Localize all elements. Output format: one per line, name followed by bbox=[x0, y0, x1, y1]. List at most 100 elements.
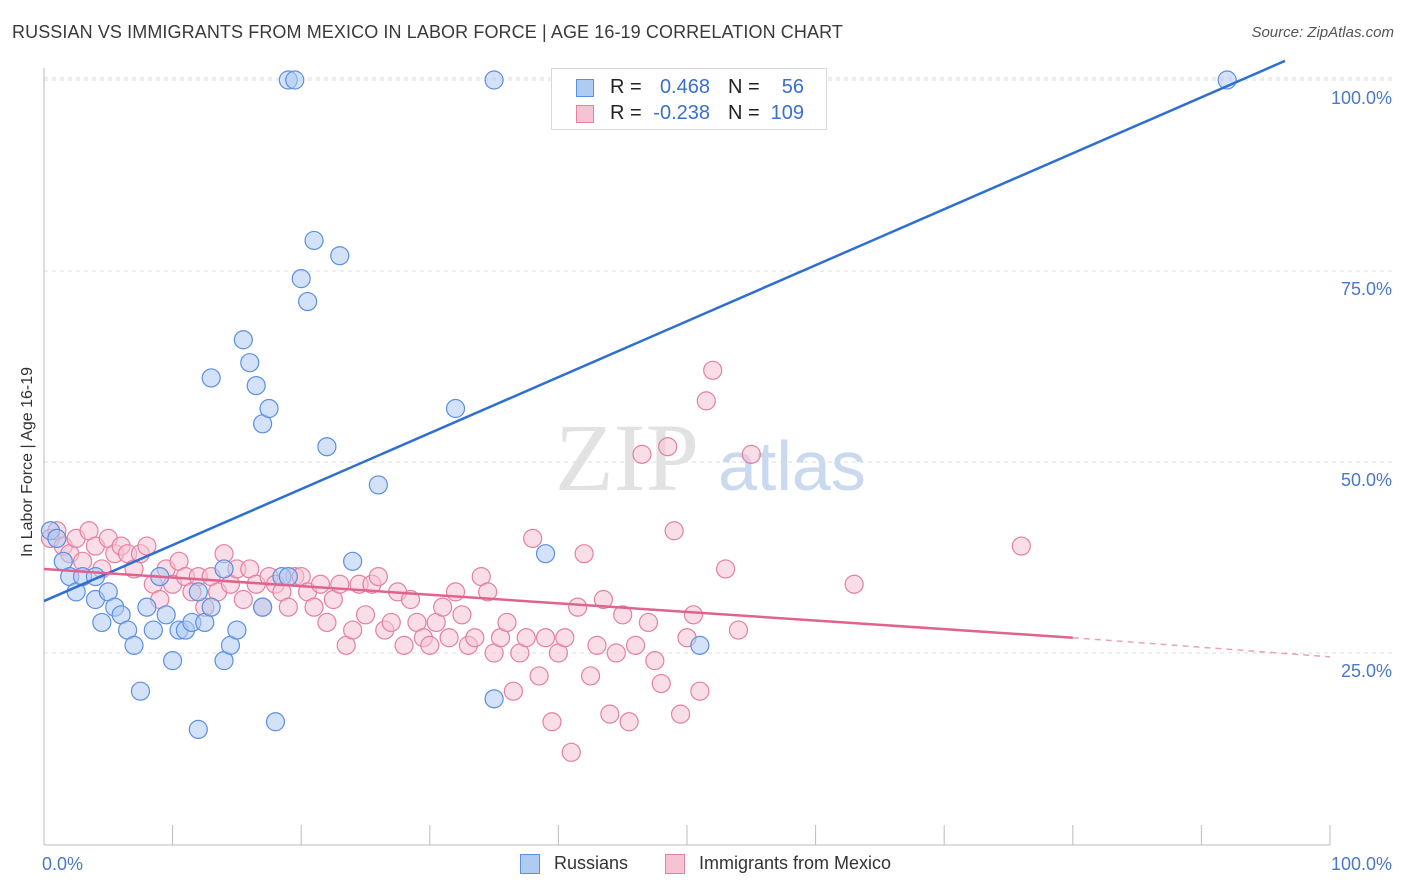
data-point bbox=[484, 689, 504, 709]
data-point bbox=[163, 651, 183, 671]
tick-labels: 25.0% 50.0% 75.0% 100.0% 0.0% 100.0% bbox=[42, 88, 1392, 874]
data-point bbox=[593, 589, 614, 610]
legend-r-value: -0.238 bbox=[653, 102, 710, 124]
correlation-legend: R = 0.468 N = 56 R = -0.238 N = 109 bbox=[551, 68, 827, 130]
data-point bbox=[330, 246, 350, 266]
data-point bbox=[240, 353, 260, 373]
legend-swatch-mexico bbox=[576, 105, 594, 123]
data-point bbox=[343, 620, 363, 640]
data-point bbox=[130, 681, 151, 701]
data-point bbox=[484, 70, 504, 90]
data-point bbox=[253, 597, 273, 617]
legend-n-value: 109 bbox=[770, 102, 804, 124]
trend-line bbox=[43, 59, 1286, 603]
y-tick-label: 25.0% bbox=[1341, 661, 1392, 681]
data-point bbox=[844, 574, 864, 594]
data-point bbox=[580, 666, 601, 686]
data-point bbox=[310, 574, 331, 594]
data-point bbox=[400, 589, 421, 610]
data-point bbox=[632, 444, 652, 464]
data-point bbox=[574, 544, 594, 564]
data-point bbox=[651, 673, 671, 694]
trend-line-extension bbox=[1072, 636, 1331, 658]
data-point bbox=[516, 628, 536, 648]
data-point bbox=[368, 566, 388, 587]
data-point bbox=[1011, 536, 1031, 556]
x-tick-label: 100.0% bbox=[1331, 854, 1392, 874]
series-mexico-points bbox=[40, 360, 1031, 762]
data-point bbox=[278, 566, 298, 587]
data-point bbox=[285, 70, 305, 90]
data-point bbox=[317, 612, 337, 633]
legend-r-value: 0.468 bbox=[659, 76, 710, 98]
data-point bbox=[587, 635, 607, 655]
data-point bbox=[696, 391, 716, 411]
data-point bbox=[645, 651, 665, 671]
legend-row-russians: R = 0.468 N = 56 bbox=[552, 75, 826, 101]
data-point bbox=[214, 559, 234, 579]
axes bbox=[43, 68, 1331, 846]
data-point bbox=[201, 368, 221, 388]
data-point bbox=[728, 620, 749, 640]
data-point bbox=[664, 521, 684, 541]
chart-title: RUSSIAN VS IMMIGRANTS FROM MEXICO IN LAB… bbox=[12, 22, 843, 42]
data-point bbox=[291, 269, 311, 289]
watermark-atlas: atlas bbox=[718, 427, 866, 505]
data-point bbox=[330, 574, 350, 594]
data-point bbox=[619, 712, 639, 732]
data-point bbox=[156, 605, 176, 625]
data-point bbox=[227, 620, 247, 640]
data-point bbox=[259, 398, 279, 419]
legend-r-label: R = bbox=[610, 76, 642, 98]
data-point bbox=[535, 544, 556, 564]
legend-n-value: 56 bbox=[781, 76, 804, 98]
data-point bbox=[355, 605, 376, 625]
data-point bbox=[188, 582, 208, 602]
data-point bbox=[452, 605, 472, 625]
data-point bbox=[278, 597, 298, 617]
data-point bbox=[478, 582, 498, 602]
data-point bbox=[246, 376, 266, 396]
data-point bbox=[233, 589, 253, 610]
legend-swatch-russians bbox=[576, 79, 594, 97]
data-point bbox=[394, 635, 414, 655]
data-point bbox=[703, 360, 723, 380]
x-tick-label: 0.0% bbox=[42, 854, 83, 874]
data-point bbox=[683, 605, 704, 625]
data-point bbox=[465, 628, 485, 648]
bottom-swatch-russians bbox=[520, 854, 540, 874]
data-point bbox=[304, 230, 324, 251]
data-point bbox=[420, 635, 440, 655]
data-point bbox=[658, 437, 678, 457]
legend-n-label: N = bbox=[728, 102, 760, 124]
data-point bbox=[368, 475, 388, 495]
y-tick-label: 50.0% bbox=[1341, 470, 1392, 490]
data-point bbox=[690, 635, 710, 655]
series-russians-points bbox=[40, 70, 1237, 740]
data-point bbox=[625, 635, 646, 655]
data-point bbox=[298, 291, 318, 312]
data-point bbox=[568, 597, 588, 617]
data-point bbox=[381, 612, 401, 633]
data-point bbox=[555, 628, 575, 648]
data-point bbox=[445, 582, 466, 602]
legend-n-label: N = bbox=[728, 76, 760, 98]
data-point bbox=[433, 597, 453, 617]
data-point bbox=[523, 528, 543, 549]
data-point bbox=[143, 620, 163, 640]
bottom-label-russians: Russians bbox=[554, 853, 629, 873]
data-point bbox=[741, 444, 761, 464]
data-point bbox=[201, 597, 221, 617]
watermark-zip: ZIP bbox=[555, 404, 699, 511]
data-point bbox=[542, 712, 562, 732]
data-point bbox=[445, 398, 466, 419]
data-point bbox=[92, 612, 112, 633]
trend-lines bbox=[43, 59, 1331, 658]
data-point bbox=[317, 437, 337, 457]
data-point bbox=[561, 742, 581, 762]
data-point bbox=[670, 704, 691, 724]
data-point bbox=[124, 635, 144, 655]
data-point bbox=[535, 628, 556, 648]
data-point bbox=[600, 704, 620, 724]
